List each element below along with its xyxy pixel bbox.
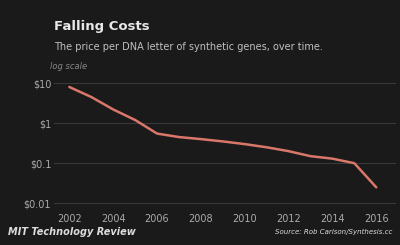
Text: Source: Rob Carlson/Synthesis.cc: Source: Rob Carlson/Synthesis.cc [275,229,392,235]
Text: Falling Costs: Falling Costs [54,20,150,33]
Text: The price per DNA letter of synthetic genes, over time.: The price per DNA letter of synthetic ge… [54,42,323,52]
Text: MIT Technology Review: MIT Technology Review [8,227,136,237]
Text: log scale: log scale [50,62,87,72]
